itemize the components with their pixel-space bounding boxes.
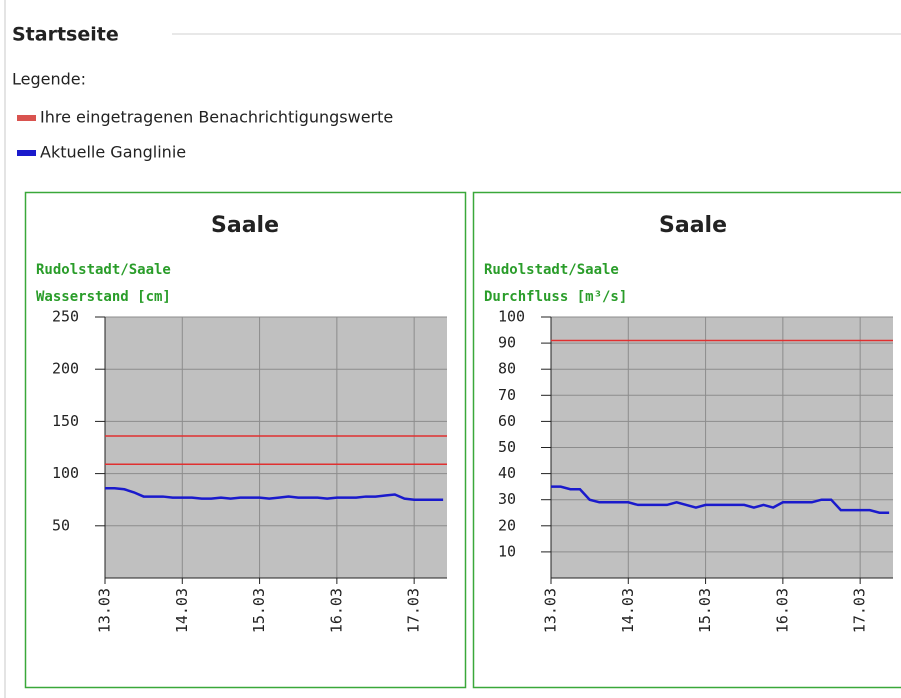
- y-tick-label: 50: [498, 438, 516, 456]
- x-tick-label: 13.03: [96, 588, 114, 633]
- x-tick-label: 15.03: [250, 588, 268, 633]
- x-tick-label: 17.03: [405, 588, 423, 633]
- legend-swatch: [17, 150, 36, 156]
- line-series: [551, 485, 890, 514]
- y-tick-label: 100: [52, 464, 79, 482]
- legend-text: Aktuelle Ganglinie: [40, 143, 186, 162]
- legend-text: Ihre eingetragenen Benachrichtigungswert…: [40, 108, 393, 127]
- y-tick-label: 150: [52, 412, 79, 430]
- y-tick-label: 60: [498, 412, 516, 430]
- legend-label: Legende:: [12, 70, 86, 89]
- line-series: [105, 486, 444, 501]
- chart-box: [24, 191, 467, 689]
- subtitle: Wasserstand [cm]: [36, 289, 171, 305]
- chart-title: Saale: [659, 213, 727, 238]
- x-tick-label: 16.03: [327, 588, 345, 633]
- page-title: Startseite: [12, 24, 119, 46]
- y-tick-label: 100: [498, 308, 525, 326]
- x-tick-label: 14.03: [173, 588, 191, 633]
- y-tick-label: 10: [498, 542, 516, 560]
- x-tick-label: 13.03: [542, 588, 560, 633]
- y-tick-label: 50: [52, 516, 70, 534]
- chart-box: [472, 191, 901, 689]
- x-tick-label: 17.03: [851, 588, 869, 633]
- y-tick-label: 250: [52, 308, 79, 326]
- x-tick-label: 16.03: [773, 588, 791, 633]
- y-tick-label: 70: [498, 386, 516, 404]
- x-tick-label: 15.03: [696, 588, 714, 633]
- y-tick-label: 30: [498, 490, 516, 508]
- subtitle: Durchfluss [m³/s]: [484, 289, 627, 305]
- station: Rudolstadt/Saale: [36, 262, 171, 278]
- legend-swatch: [17, 115, 36, 121]
- station: Rudolstadt/Saale: [484, 262, 619, 278]
- chart-title: Saale: [211, 213, 279, 238]
- y-tick-label: 40: [498, 464, 516, 482]
- y-tick-label: 80: [498, 360, 516, 378]
- x-tick-label: 14.03: [619, 588, 637, 633]
- plot-area: [105, 317, 447, 578]
- y-tick-label: 90: [498, 334, 516, 352]
- y-tick-label: 200: [52, 360, 79, 378]
- y-tick-label: 20: [498, 516, 516, 534]
